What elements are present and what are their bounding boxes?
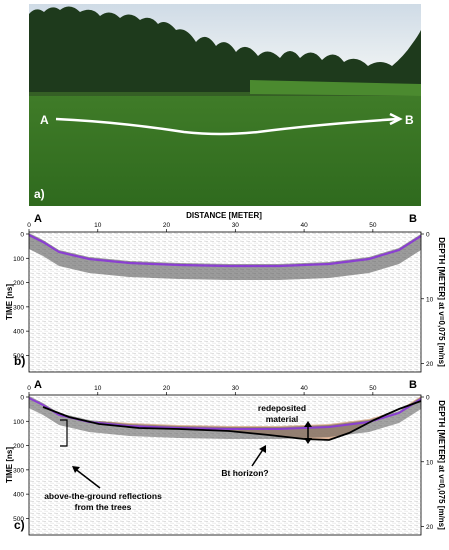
main-reflector xyxy=(28,234,422,268)
time-tick-label: 400 xyxy=(13,492,24,499)
time-ticks: 0 100 200 300 400 500 xyxy=(13,232,29,360)
bt-horizon-label: Bt horizon? xyxy=(221,468,268,478)
panel-b-point-b: B xyxy=(409,213,417,225)
tree-reflections-bracket xyxy=(60,419,68,447)
radargram-c-area xyxy=(29,395,421,535)
bt-horizon-arrowhead xyxy=(259,445,266,453)
near-surface-reflections xyxy=(29,233,421,280)
time-tick-label: 100 xyxy=(13,419,24,426)
panel-c-point-a: A xyxy=(34,379,42,391)
panel-b-label: b) xyxy=(14,354,25,368)
distance-tick-label: 30 xyxy=(232,222,240,229)
tree-reflections-label-line2: from the trees xyxy=(75,502,132,512)
depth-tick-label: 20 xyxy=(426,361,434,368)
time-tick-label: 200 xyxy=(13,280,24,287)
distance-ticks: 0 10 20 30 40 50 xyxy=(27,222,377,232)
radargram-b-frame xyxy=(28,231,422,373)
thickness-arrowhead-up xyxy=(304,421,312,427)
photo-point-b: B xyxy=(405,113,414,127)
time-ticks: 0 100 200 300 400 500 xyxy=(13,395,29,523)
time-axis-title: TIME [ns] xyxy=(5,447,14,483)
crop-field xyxy=(250,80,421,96)
photo-point-a: A xyxy=(40,113,49,127)
tree-line xyxy=(29,6,421,93)
panel-b-point-a: A xyxy=(34,213,42,225)
distance-tick-label: 50 xyxy=(369,385,377,392)
bt-horizon-line xyxy=(42,400,422,441)
distance-tick-label: 0 xyxy=(27,222,31,229)
time-tick-label: 500 xyxy=(13,353,24,360)
distance-axis-title: DISTANCE [METER] xyxy=(186,211,262,220)
distance-tick-label: 0 xyxy=(27,385,31,392)
depth-axis-title: DEPTH [METER] at v=0,075 [m/ns] xyxy=(437,237,446,367)
thickness-arrowhead-down xyxy=(304,438,312,444)
redeposited-label-line1: redeposited xyxy=(258,403,306,413)
photo-panel: A B a) xyxy=(29,4,421,206)
distance-tick-label: 30 xyxy=(232,385,240,392)
redeposited-label-line2: material xyxy=(266,414,299,424)
panel-c-label: c) xyxy=(14,518,25,532)
tree-reflections-arrowhead xyxy=(72,466,80,473)
panel-c-point-b: B xyxy=(409,379,417,391)
distance-tick-label: 40 xyxy=(300,385,308,392)
time-tick-label: 300 xyxy=(13,304,24,311)
distance-tick-label: 20 xyxy=(163,222,171,229)
depth-ticks: 0 10 20 xyxy=(421,232,434,368)
bt-horizon-arrow xyxy=(251,447,265,467)
depth-tick-label: 0 xyxy=(426,232,430,239)
depth-ticks: 0 10 20 xyxy=(421,395,434,531)
time-tick-label: 0 xyxy=(20,232,24,239)
time-tick-label: 500 xyxy=(13,516,24,523)
distance-tick-label: 40 xyxy=(300,222,308,229)
time-tick-label: 100 xyxy=(13,256,24,263)
distance-ticks: 0 10 20 30 40 50 xyxy=(27,385,377,395)
distance-tick-label: 20 xyxy=(163,385,171,392)
distance-tick-label: 10 xyxy=(94,222,102,229)
time-axis-title: TIME [ns] xyxy=(5,284,14,320)
depth-tick-label: 10 xyxy=(426,459,434,466)
distance-tick-label: 50 xyxy=(369,222,377,229)
time-tick-label: 400 xyxy=(13,329,24,336)
tree-reflections-arrow xyxy=(73,467,101,489)
radargram-c-frame xyxy=(28,394,422,536)
distance-tick-label: 10 xyxy=(94,385,102,392)
radargram-c: A B 0 10 20 30 40 50 0 100 200 300 400 500 0 10 20 T… xyxy=(5,379,446,536)
depth-tick-label: 10 xyxy=(426,296,434,303)
near-surface-reflections xyxy=(29,396,421,439)
radargram-b-area xyxy=(29,232,421,372)
radargram-b: DISTANCE [METER] A B 0 10 20 30 40 50 0100200… xyxy=(5,211,446,373)
time-tick-label: 300 xyxy=(13,467,24,474)
profile-line xyxy=(55,117,399,136)
photo-label: a) xyxy=(34,187,45,201)
tree-reflections-label-line1: above-the-ground reflections xyxy=(44,491,162,501)
time-tick-label: 0 xyxy=(20,395,24,402)
depth-axis-title: DEPTH [METER] at v=0,075 [m/ns] xyxy=(437,400,446,530)
profile-arrowhead xyxy=(389,112,403,126)
depth-tick-label: 0 xyxy=(426,395,430,402)
time-tick-label: 200 xyxy=(13,443,24,450)
depth-tick-label: 20 xyxy=(426,524,434,531)
